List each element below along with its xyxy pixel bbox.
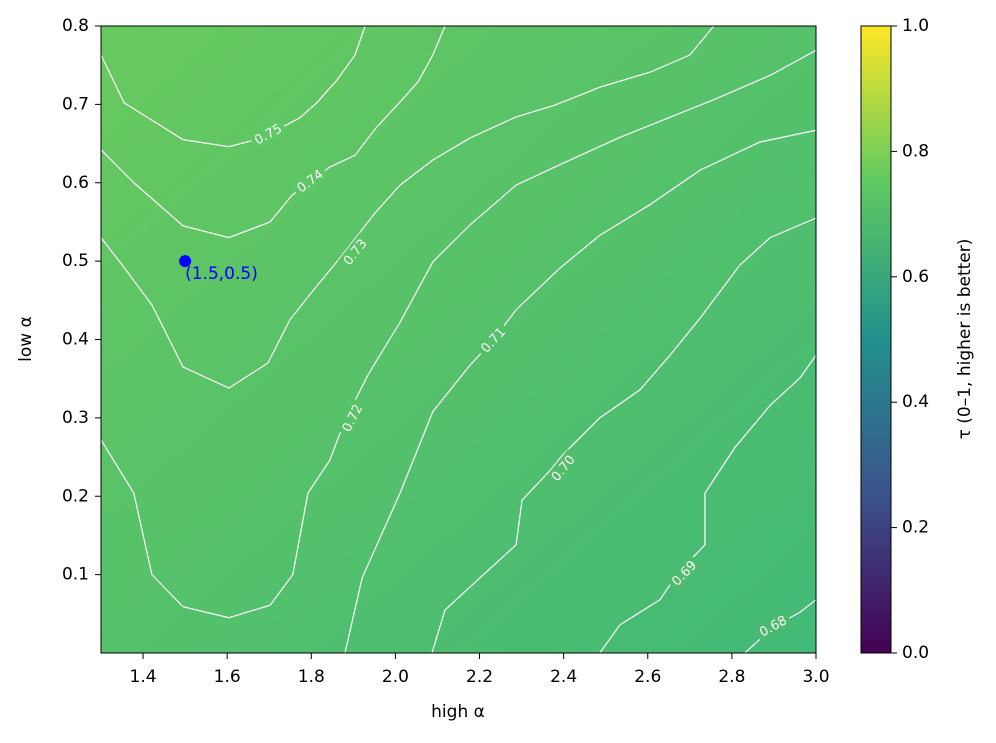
colorbar-tick-label: 1.0 [902, 16, 929, 36]
y-axis-label: low α [16, 316, 36, 362]
contour-label-bg [545, 448, 581, 488]
x-tick-label: 2.6 [634, 667, 661, 687]
contour-line [101, 49, 816, 619]
colorbar-tick-label: 0.8 [902, 141, 929, 161]
contour-line [431, 217, 816, 653]
colorbar-tick-label: 0.4 [902, 392, 929, 412]
y-tick-label: 0.4 [62, 330, 89, 350]
x-tick-label: 1.8 [298, 667, 325, 687]
colorbar-label: τ (0–1, higher is better) [955, 239, 975, 440]
contour-label-bg [336, 398, 368, 438]
y-tick-label: 0.1 [62, 565, 89, 585]
y-tick-label: 0.3 [62, 408, 89, 428]
colorbar-tick-label: 0.2 [902, 518, 929, 538]
x-tick-label: 2.0 [382, 667, 409, 687]
contour-label-bg [337, 232, 373, 272]
y-tick-label: 0.8 [62, 16, 89, 36]
annotation-label: (1.5,0.5) [185, 264, 258, 284]
surface [101, 26, 816, 653]
y-tick-label: 0.7 [62, 94, 89, 114]
x-axis-label: high α [431, 702, 485, 722]
contour-line [101, 26, 446, 239]
annotation-point [179, 255, 192, 268]
y-tick-label: 0.5 [62, 251, 89, 271]
colorbar-tick-label: 0.6 [902, 267, 929, 287]
contour-line [344, 129, 816, 653]
contour-label-bg [290, 163, 330, 199]
x-tick-label: 2.2 [466, 667, 493, 687]
contour-line [101, 26, 715, 389]
colorbar [860, 25, 892, 654]
y-tick-label: 0.6 [62, 173, 89, 193]
contour-label-bg [665, 554, 703, 592]
x-tick-label: 3.0 [802, 667, 829, 687]
y-tick-label: 0.2 [62, 486, 89, 506]
x-tick-label: 2.8 [718, 667, 745, 687]
contour-label-bg [753, 610, 793, 642]
contour-line [599, 354, 816, 653]
x-tick-label: 1.4 [130, 667, 157, 687]
x-tick-label: 1.6 [214, 667, 241, 687]
contour-label-bg [248, 118, 288, 150]
x-tick-label: 2.4 [550, 667, 577, 687]
colorbar-tick-label: 0.0 [902, 643, 929, 663]
contour-label-bg [474, 321, 512, 359]
